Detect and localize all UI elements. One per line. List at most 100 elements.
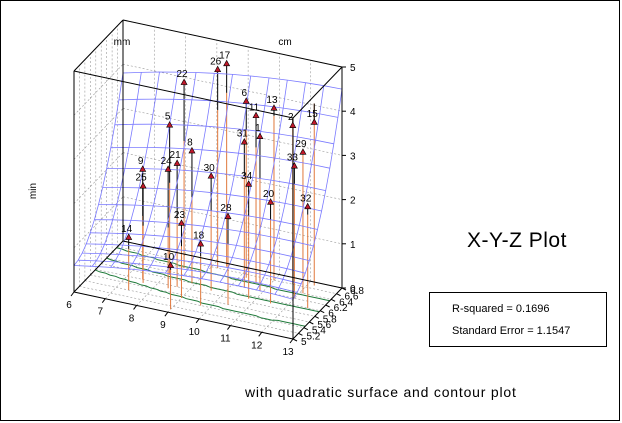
grid-line bbox=[73, 108, 124, 160]
x-tick-mark bbox=[101, 298, 106, 304]
data-point-label: 26 bbox=[210, 56, 222, 67]
data-point-marker bbox=[177, 219, 185, 226]
x-axis-label: mm bbox=[114, 37, 131, 48]
x-tick-mark bbox=[258, 331, 263, 337]
data-point-label: 11 bbox=[249, 102, 260, 113]
data-point-label: 17 bbox=[219, 50, 231, 61]
x-tick-label: 10 bbox=[189, 327, 201, 338]
data-point-label: 1 bbox=[255, 123, 261, 134]
z-tick-label: 5 bbox=[350, 63, 356, 74]
y-tick-mark bbox=[330, 298, 336, 302]
data-point-marker bbox=[207, 172, 215, 179]
data-point-label: 23 bbox=[174, 210, 186, 221]
data-point-marker bbox=[164, 165, 172, 172]
data-point-marker bbox=[224, 212, 232, 219]
surface-mesh-line bbox=[73, 265, 294, 300]
data-point-label: 8 bbox=[187, 138, 193, 149]
data-point-marker bbox=[240, 138, 248, 145]
standard-error-text: Standard Error = 1.1547 bbox=[452, 325, 571, 337]
x-tick-label: 7 bbox=[98, 307, 104, 318]
chart-subtitle: with quadratic surface and contour plot bbox=[245, 384, 517, 400]
data-point-marker bbox=[289, 121, 297, 128]
x-tick-mark bbox=[133, 305, 137, 310]
box-edge bbox=[73, 19, 124, 72]
r-squared-text: R-squared = 0.1696 bbox=[452, 303, 550, 315]
data-point-label: 24 bbox=[161, 156, 173, 167]
data-point-marker bbox=[299, 148, 307, 155]
surface-mesh-line bbox=[114, 123, 334, 145]
box-edge bbox=[292, 66, 343, 119]
data-point-label: 22 bbox=[177, 69, 189, 80]
grid-line bbox=[117, 246, 337, 294]
data-point-marker bbox=[245, 180, 253, 187]
surface-mesh-line bbox=[102, 187, 322, 212]
grid-line bbox=[122, 63, 343, 112]
z-tick-label: 3 bbox=[350, 151, 356, 162]
x-tick-label: 12 bbox=[251, 340, 263, 351]
z-tick-label: 2 bbox=[350, 196, 356, 207]
y-tick-mark bbox=[325, 304, 330, 308]
grid-line bbox=[122, 152, 343, 200]
data-point-marker bbox=[188, 146, 196, 154]
surface-mesh-line bbox=[78, 259, 298, 293]
data-point-label: 25 bbox=[136, 173, 148, 184]
x-tick-mark bbox=[227, 325, 231, 330]
y-tick-mark bbox=[303, 327, 309, 331]
y-axis-label: cm bbox=[278, 37, 291, 48]
data-point-label: 28 bbox=[220, 203, 232, 214]
data-point-label: 2 bbox=[288, 112, 294, 123]
grid-line bbox=[73, 152, 124, 204]
data-point-marker bbox=[139, 165, 147, 172]
surface-mesh-line bbox=[86, 243, 306, 274]
x-tick-label: 11 bbox=[220, 334, 231, 345]
data-point-label: 18 bbox=[193, 231, 205, 242]
data-point-marker bbox=[223, 59, 231, 67]
data-point-marker bbox=[252, 111, 260, 119]
grid-line bbox=[90, 274, 310, 323]
data-point-marker bbox=[167, 261, 175, 268]
data-point-label: 29 bbox=[295, 139, 307, 150]
data-point-marker bbox=[166, 121, 174, 128]
data-point-label: 21 bbox=[170, 150, 182, 161]
data-point-marker bbox=[270, 104, 278, 111]
x-tick-mark bbox=[289, 338, 294, 344]
grid-line bbox=[122, 108, 343, 156]
data-point-marker bbox=[173, 159, 181, 166]
y-tick-label: 5.2 bbox=[306, 331, 320, 342]
z-tick-label: 0 bbox=[350, 284, 356, 295]
x-tick-label: 9 bbox=[160, 320, 166, 331]
data-point-label: 33 bbox=[287, 153, 299, 164]
x-tick-label: 8 bbox=[129, 313, 135, 324]
data-point-label: 20 bbox=[263, 189, 275, 200]
y-tick-mark bbox=[309, 321, 314, 325]
z-axis-label: min bbox=[28, 183, 39, 199]
data-point-label: 30 bbox=[204, 163, 216, 174]
data-point-marker bbox=[310, 118, 318, 125]
box-edge bbox=[73, 70, 294, 119]
data-point-marker bbox=[180, 78, 188, 85]
grid-line bbox=[84, 280, 304, 328]
stats-box: R-squared = 0.1696 Standard Error = 1.15… bbox=[429, 292, 607, 347]
box-edge bbox=[73, 291, 294, 340]
y-tick-label: 5.8 bbox=[323, 314, 337, 325]
data-point-marker bbox=[267, 198, 275, 205]
data-point-marker bbox=[125, 233, 133, 240]
z-tick-label: 1 bbox=[350, 240, 356, 251]
data-point-label: 14 bbox=[121, 224, 133, 235]
y-tick-label: 6.4 bbox=[339, 297, 353, 308]
surface-mesh-line bbox=[91, 72, 142, 267]
grid-line bbox=[73, 63, 124, 116]
data-point-marker bbox=[214, 65, 222, 73]
data-point-label: 9 bbox=[138, 156, 144, 167]
data-point-marker bbox=[197, 240, 205, 247]
contour-line bbox=[106, 257, 320, 313]
y-tick-mark bbox=[292, 338, 298, 342]
data-point-label: 32 bbox=[300, 193, 312, 204]
data-point-marker bbox=[242, 97, 250, 104]
y-tick-mark bbox=[314, 315, 320, 319]
y-tick-label: 5.6 bbox=[317, 320, 331, 331]
grid-line bbox=[112, 252, 332, 300]
x-tick-mark bbox=[164, 311, 169, 317]
data-point-label: 10 bbox=[163, 252, 175, 263]
